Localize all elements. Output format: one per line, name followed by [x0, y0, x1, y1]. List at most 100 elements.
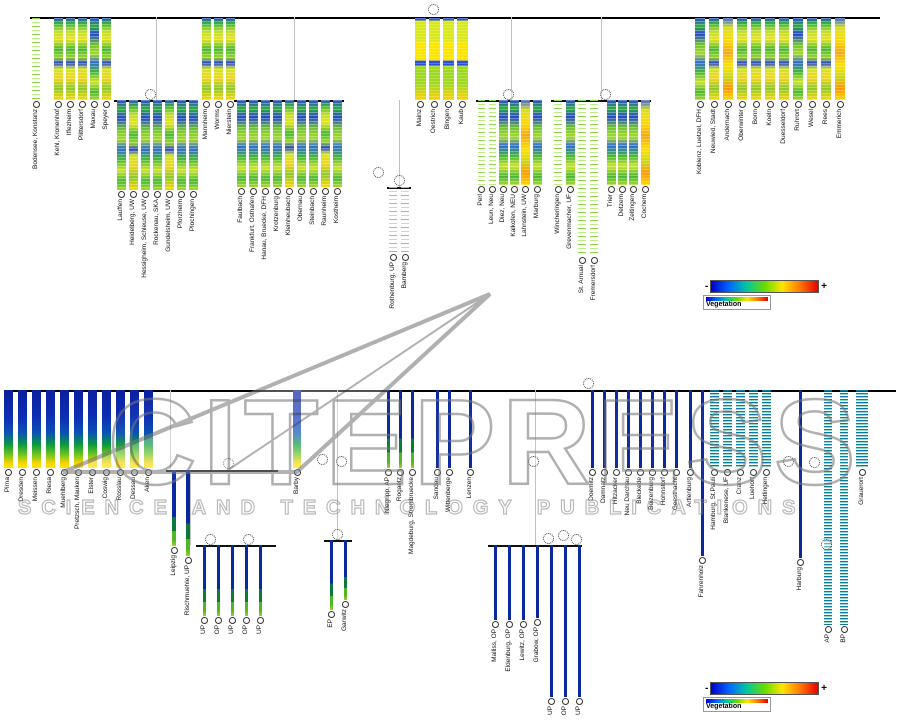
station-strip[interactable] — [626, 390, 630, 468]
station-strip[interactable] — [779, 18, 789, 100]
station-strip[interactable] — [230, 545, 234, 616]
station-strip[interactable] — [674, 390, 678, 468]
station-strip[interactable] — [87, 390, 97, 468]
station-node[interactable] — [672, 469, 680, 476]
station-strip[interactable] — [709, 18, 719, 100]
station-strip[interactable] — [737, 18, 747, 100]
collapsed-cluster-icon[interactable] — [528, 456, 539, 467]
station-node[interactable] — [636, 469, 644, 476]
station-strip[interactable] — [272, 100, 282, 187]
station-strip[interactable] — [164, 100, 174, 190]
station-strip[interactable] — [709, 390, 719, 468]
station-node[interactable] — [780, 101, 788, 108]
collapsed-cluster-icon[interactable] — [373, 167, 384, 178]
station-node[interactable] — [477, 186, 485, 193]
station-node[interactable] — [824, 626, 832, 633]
station-node[interactable] — [401, 254, 409, 261]
collapsed-cluster-icon[interactable] — [558, 530, 569, 541]
station-node[interactable] — [46, 469, 54, 476]
station-node[interactable] — [60, 469, 68, 476]
station-strip[interactable] — [65, 18, 75, 100]
station-strip[interactable] — [410, 390, 414, 468]
station-node[interactable] — [214, 101, 222, 108]
station-node[interactable] — [433, 469, 441, 476]
station-node[interactable] — [510, 186, 518, 193]
station-strip[interactable] — [143, 390, 153, 468]
station-strip[interactable] — [735, 390, 745, 468]
station-strip[interactable] — [213, 18, 223, 100]
station-node[interactable] — [698, 557, 706, 564]
station-strip[interactable] — [509, 100, 519, 185]
station-node[interactable] — [588, 469, 596, 476]
station-node[interactable] — [285, 188, 293, 195]
station-strip[interactable] — [638, 390, 642, 468]
station-node[interactable] — [794, 101, 802, 108]
station-strip[interactable] — [507, 545, 511, 620]
station-strip[interactable] — [31, 390, 41, 468]
station-strip[interactable] — [532, 100, 542, 185]
station-strip[interactable] — [824, 390, 832, 625]
station-node[interactable] — [144, 469, 152, 476]
station-node[interactable] — [561, 698, 569, 705]
collapsed-cluster-icon[interactable] — [503, 89, 514, 100]
station-node[interactable] — [458, 101, 466, 108]
station-node[interactable] — [116, 469, 124, 476]
station-strip[interactable] — [296, 100, 306, 187]
station-node[interactable] — [600, 469, 608, 476]
station-node[interactable] — [836, 101, 844, 108]
station-strip[interactable] — [32, 18, 40, 100]
station-strip[interactable] — [468, 390, 472, 468]
station-node[interactable] — [686, 469, 694, 476]
station-node[interactable] — [226, 101, 234, 108]
collapsed-cluster-icon[interactable] — [205, 534, 216, 545]
station-node[interactable] — [430, 101, 438, 108]
collapsed-cluster-icon[interactable] — [336, 456, 347, 467]
station-strip[interactable] — [59, 390, 69, 468]
station-strip[interactable] — [765, 18, 775, 100]
station-strip[interactable] — [116, 100, 126, 190]
station-node[interactable] — [341, 601, 349, 608]
station-strip[interactable] — [129, 390, 139, 468]
station-strip[interactable] — [225, 18, 235, 100]
station-node[interactable] — [256, 617, 264, 624]
station-node[interactable] — [612, 469, 620, 476]
collapsed-cluster-icon[interactable] — [243, 534, 254, 545]
station-node[interactable] — [130, 469, 138, 476]
collapsed-cluster-icon[interactable] — [428, 4, 439, 15]
station-node[interactable] — [796, 559, 804, 566]
station-node[interactable] — [466, 469, 474, 476]
station-strip[interactable] — [329, 540, 333, 610]
station-strip[interactable] — [549, 545, 553, 697]
station-node[interactable] — [189, 191, 197, 198]
station-strip[interactable] — [186, 470, 190, 556]
station-strip[interactable] — [722, 390, 732, 468]
station-strip[interactable] — [798, 390, 802, 558]
station-strip[interactable] — [565, 100, 575, 185]
station-strip[interactable] — [856, 390, 868, 468]
station-strip[interactable] — [488, 100, 496, 185]
station-strip[interactable] — [284, 100, 294, 187]
station-strip[interactable] — [308, 100, 318, 187]
station-strip[interactable] — [590, 390, 594, 468]
station-strip[interactable] — [53, 18, 63, 100]
station-strip[interactable] — [332, 100, 342, 187]
station-node[interactable] — [766, 101, 774, 108]
collapsed-cluster-icon[interactable] — [809, 457, 820, 468]
station-node[interactable] — [696, 101, 704, 108]
station-strip[interactable] — [606, 100, 616, 185]
station-strip[interactable] — [101, 390, 111, 468]
station-node[interactable] — [488, 186, 496, 193]
station-node[interactable] — [533, 619, 541, 626]
station-node[interactable] — [333, 188, 341, 195]
station-strip[interactable] — [628, 100, 638, 185]
station-strip[interactable] — [498, 100, 508, 185]
station-node[interactable] — [738, 101, 746, 108]
station-node[interactable] — [590, 257, 598, 264]
station-node[interactable] — [396, 469, 404, 476]
station-node[interactable] — [214, 617, 222, 624]
station-strip[interactable] — [688, 390, 692, 468]
station-strip[interactable] — [398, 390, 402, 468]
station-node[interactable] — [648, 469, 656, 476]
station-strip[interactable] — [128, 100, 138, 190]
station-node[interactable] — [710, 101, 718, 108]
